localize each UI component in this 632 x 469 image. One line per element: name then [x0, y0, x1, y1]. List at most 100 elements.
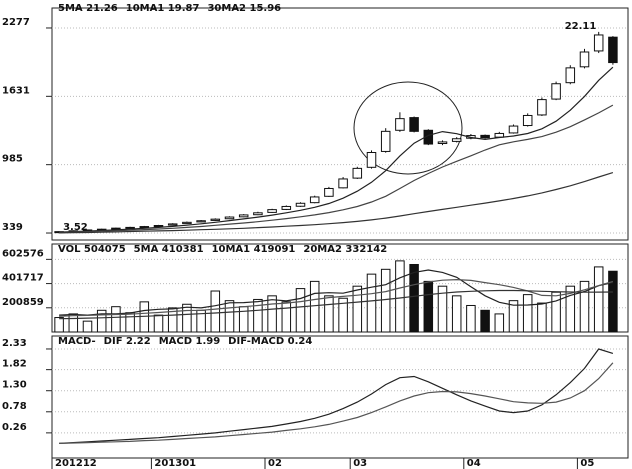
volume-bar: [295, 288, 306, 333]
volume-bar: [352, 285, 363, 333]
series-line: [59, 348, 614, 444]
y-tick-label: 1.30: [2, 380, 27, 391]
candle-body: [309, 196, 320, 204]
candle-body: [551, 83, 561, 100]
series-line: [59, 362, 614, 444]
volume-bar: [451, 295, 462, 333]
y-tick-label: 0.78: [2, 401, 27, 412]
legend-entry: DIF 2.22: [104, 336, 151, 347]
volume-bar: [68, 313, 79, 333]
candle-body: [593, 34, 604, 52]
candle-body: [210, 218, 221, 221]
legend-entry: 30MA2 15.96: [207, 3, 281, 14]
y-tick-label: 339: [2, 222, 23, 233]
legend-title: VOL 504075: [58, 244, 126, 255]
price-annotation: 3.52: [63, 222, 88, 233]
candle-body: [380, 130, 391, 152]
y-tick-label: 200859: [2, 297, 44, 308]
volume-bar: [565, 285, 576, 333]
volume-bar: [579, 280, 590, 333]
series-line: [59, 66, 614, 233]
legend-entry: 10MA1 19.87: [126, 3, 200, 14]
candle-body: [238, 214, 249, 218]
volume-bar: [54, 317, 64, 333]
legend-entry: 10MA1 419091: [212, 244, 296, 255]
x-tick-label: 04: [467, 458, 481, 469]
candle-body: [324, 187, 334, 197]
volume-bar: [466, 304, 476, 333]
candle-body: [253, 212, 263, 216]
candle-body: [224, 216, 235, 220]
y-tick-label: 401717: [2, 273, 44, 284]
candle-body: [338, 178, 348, 189]
candle-body: [267, 209, 277, 213]
volume-bar: [409, 263, 419, 333]
candle-body: [522, 114, 533, 127]
x-tick-label: 02: [268, 458, 282, 469]
x-tick-label: 201301: [154, 458, 196, 469]
volume-bar: [608, 270, 618, 333]
candle-body: [153, 225, 164, 228]
volume-bar: [153, 314, 164, 333]
volume-bar: [537, 302, 547, 333]
volume-bar: [125, 312, 135, 333]
volume-bar: [267, 295, 277, 333]
macd-panel: [51, 335, 629, 459]
candle-body: [480, 134, 490, 139]
volume-bar: [395, 260, 405, 333]
volume-bar: [182, 303, 192, 333]
volume-bar: [238, 306, 249, 333]
series-line: [59, 172, 614, 234]
candle-body: [281, 205, 292, 210]
candle-body: [111, 227, 121, 230]
volume-bar: [111, 306, 121, 333]
candle-body: [125, 226, 135, 229]
volume-bar: [494, 313, 505, 333]
candle-body: [608, 36, 618, 64]
legend-title: MACD-: [58, 336, 96, 347]
volume-bar: [224, 300, 235, 333]
candle-body: [451, 138, 462, 142]
y-tick-label: 985: [2, 154, 23, 165]
y-tick-label: 1.82: [2, 359, 27, 370]
volume-bar: [281, 301, 292, 333]
x-tick-label: 03: [353, 458, 367, 469]
volume-bar: [380, 268, 391, 333]
x-tick-label: 05: [580, 458, 594, 469]
legend-note: DIF-MACD 0.24: [228, 336, 312, 347]
legend-entry: 5MA 21.26: [58, 3, 118, 14]
series-line: [59, 289, 613, 320]
legend-entry: 5MA 410381: [134, 244, 204, 255]
volume-bar: [324, 295, 334, 333]
candle-body: [508, 125, 519, 134]
volume-bar: [167, 307, 178, 333]
candle-body: [395, 118, 405, 131]
series-line: [59, 269, 614, 316]
volume-bar: [210, 290, 221, 333]
volume-bar: [551, 291, 561, 333]
volume-bar: [423, 280, 434, 333]
highlight-circle: [353, 81, 463, 175]
volume-bar: [82, 320, 93, 333]
volume-bar: [437, 285, 448, 333]
candle-body: [295, 202, 306, 207]
y-tick-label: 2.33: [2, 338, 27, 349]
y-tick-label: 1631: [2, 85, 30, 96]
candle-body: [167, 223, 178, 226]
y-tick-label: 0.26: [2, 422, 27, 433]
candle-body: [366, 152, 377, 168]
volume-bar: [480, 309, 490, 333]
series-line: [59, 278, 614, 317]
volume-bar: [96, 309, 107, 333]
price-panel: [51, 7, 629, 241]
volume-bar: [366, 273, 377, 333]
volume-bar: [309, 280, 320, 333]
legend-entry: 20MA2 332142: [303, 244, 387, 255]
volume-bar: [593, 266, 604, 333]
candle-body: [139, 226, 150, 229]
price-annotation: 22.11: [565, 21, 597, 32]
candle-body: [437, 141, 448, 145]
volume-bar: [253, 298, 263, 333]
